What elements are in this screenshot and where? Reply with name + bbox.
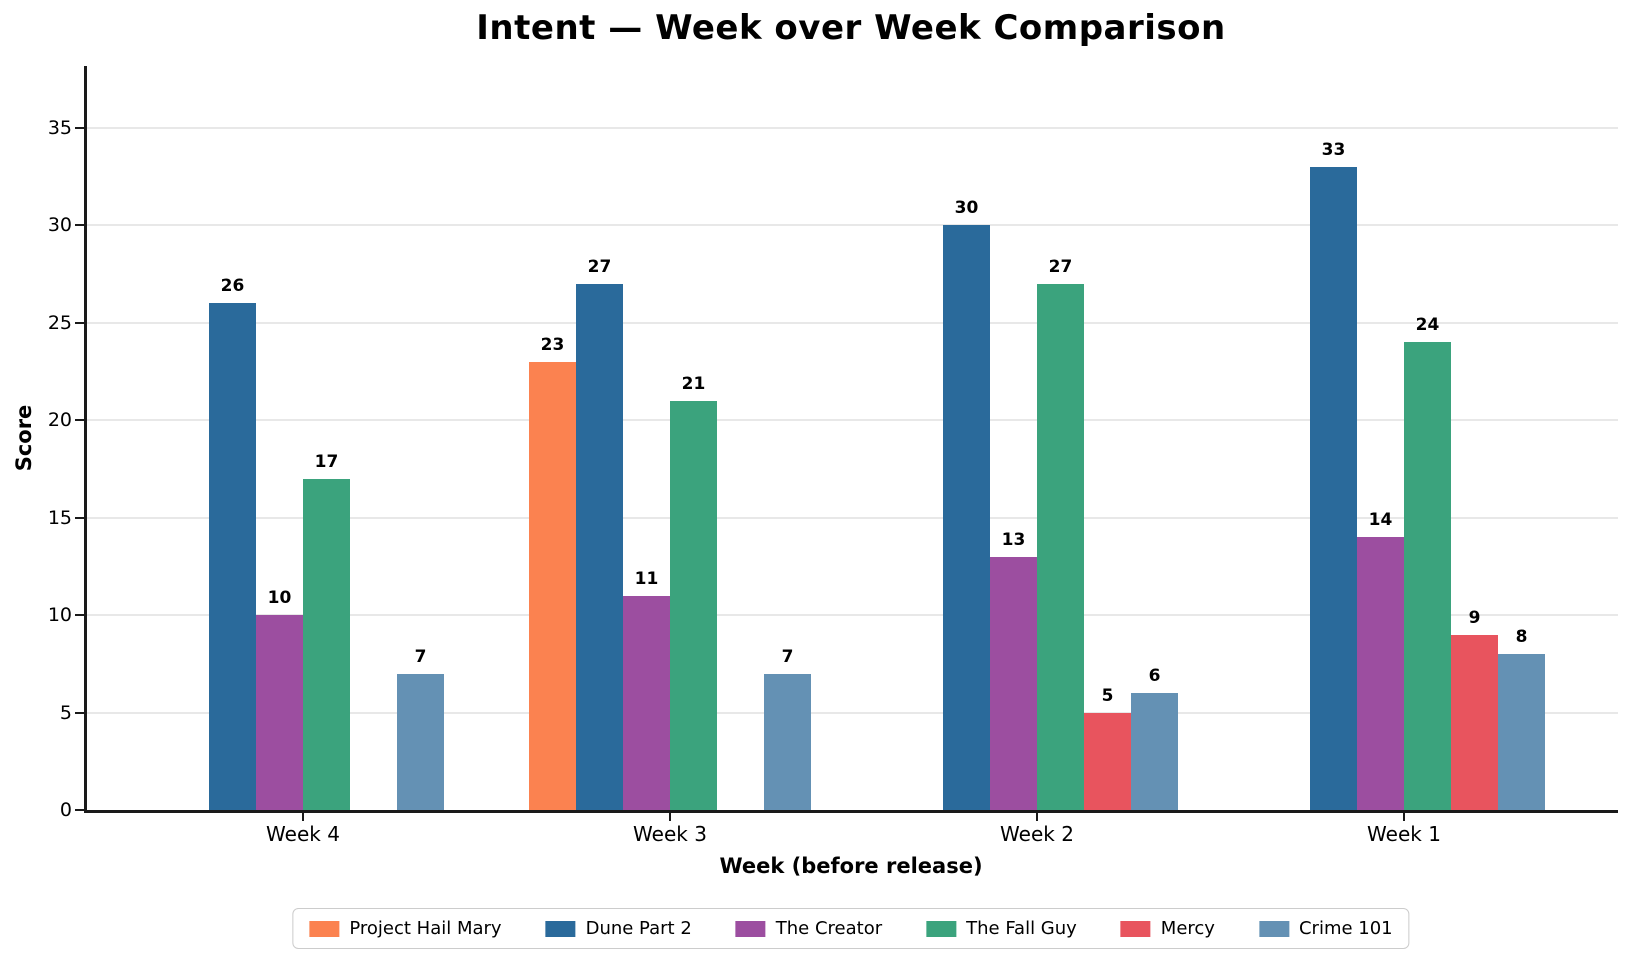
x-tick-label: Week 1 — [1367, 822, 1441, 846]
y-tick-label-15: 15 — [47, 506, 72, 529]
bar-value-label: 13 — [1001, 529, 1026, 550]
gridline-y-35 — [87, 126, 1618, 129]
x-axis-label: Week (before release) — [719, 854, 983, 878]
y-tick-mark-10 — [75, 614, 84, 616]
bar-value-label: 30 — [954, 198, 979, 218]
bar-value-label: 8 — [1515, 627, 1528, 647]
legend-swatch-icon — [545, 920, 576, 937]
y-tick-label-10: 10 — [47, 604, 72, 626]
legend: Project Hail Mary Dune Part 2 The Creator T… — [292, 908, 1410, 949]
x-tick-mark-1 — [302, 813, 304, 821]
bar — [209, 303, 256, 810]
x-tick-mark-3 — [1036, 813, 1038, 821]
bar — [256, 615, 303, 810]
bar-value-label: 7 — [414, 646, 427, 667]
bar-value-label: 11 — [634, 568, 659, 589]
gridline-y-30 — [87, 224, 1618, 226]
y-tick-mark-35 — [75, 126, 84, 129]
bar — [303, 478, 350, 810]
y-tick-label-30: 30 — [47, 214, 72, 236]
gridline-y-5 — [87, 711, 1618, 714]
bar-value-label: 5 — [1101, 685, 1114, 706]
bar-value-label: 27 — [587, 256, 612, 277]
x-tick-mark-2 — [669, 813, 671, 821]
y-tick-label-20: 20 — [47, 409, 72, 431]
legend-item: Dune Part 2 — [545, 918, 692, 939]
bar — [1357, 537, 1404, 810]
legend-item: The Creator — [735, 918, 883, 939]
bar — [1404, 342, 1451, 810]
bar-value-label: 14 — [1368, 510, 1393, 530]
x-tick-label: Week 4 — [266, 822, 340, 846]
bar-value-label: 33 — [1321, 139, 1346, 160]
x-tick-label: Week 3 — [633, 822, 707, 846]
y-tick-label-5: 5 — [59, 701, 72, 724]
legend-swatch-icon — [309, 920, 340, 937]
y-tick-mark-0 — [75, 809, 84, 811]
gridline-y-20 — [87, 419, 1618, 421]
y-tick-label-25: 25 — [47, 311, 72, 334]
bar — [623, 595, 670, 810]
legend-label: The Fall Guy — [966, 918, 1077, 939]
bar — [576, 283, 623, 810]
bar — [943, 225, 990, 810]
legend-item: Project Hail Mary — [309, 918, 502, 939]
bar — [1131, 693, 1178, 810]
legend-swatch-icon — [1120, 920, 1151, 937]
x-axis-line — [84, 810, 1618, 813]
bar-value-label: 24 — [1415, 315, 1440, 335]
bar — [1084, 712, 1131, 810]
bar — [1037, 283, 1084, 810]
y-tick-mark-20 — [75, 419, 84, 421]
bar-value-label: 7 — [781, 646, 794, 667]
legend-label: Crime 101 — [1298, 918, 1393, 939]
y-tick-label-0: 0 — [59, 799, 72, 821]
legend-label: Dune Part 2 — [585, 918, 692, 939]
x-tick-mark-4 — [1403, 813, 1405, 821]
y-tick-mark-25 — [75, 321, 84, 324]
legend-item: The Fall Guy — [926, 918, 1077, 939]
legend-item: Crime 101 — [1258, 918, 1393, 939]
legend-swatch-icon — [1258, 920, 1289, 937]
legend-swatch-icon — [735, 920, 766, 937]
bar-value-label: 26 — [220, 276, 245, 296]
bar-value-label: 21 — [681, 373, 706, 394]
y-tick-mark-5 — [75, 711, 84, 714]
bar-value-label: 27 — [1048, 256, 1073, 277]
bar — [670, 400, 717, 810]
legend-label: The Creator — [775, 918, 883, 939]
bar-value-label: 6 — [1148, 666, 1161, 686]
bar-value-label: 10 — [267, 588, 292, 608]
bar-value-label: 9 — [1468, 607, 1481, 628]
bar — [990, 556, 1037, 810]
bar — [397, 673, 444, 810]
bar — [1498, 654, 1545, 810]
x-tick-label: Week 2 — [1000, 822, 1074, 846]
y-axis-line — [84, 66, 87, 813]
gridline-y-25 — [87, 321, 1618, 324]
legend-swatch-icon — [926, 920, 957, 937]
gridline-y-15 — [87, 516, 1618, 519]
bar — [1310, 166, 1357, 810]
legend-label: Project Hail Mary — [349, 918, 502, 939]
y-tick-mark-30 — [75, 224, 84, 226]
bar — [1451, 634, 1498, 810]
legend-item: Mercy — [1120, 918, 1215, 939]
bar-value-label: 17 — [314, 451, 339, 472]
legend-label: Mercy — [1160, 918, 1215, 939]
y-tick-label-35: 35 — [47, 116, 72, 139]
y-tick-mark-15 — [75, 516, 84, 519]
chart-title: Intent — Week over Week Comparison — [476, 8, 1226, 48]
bar — [764, 673, 811, 810]
gridline-y-10 — [87, 614, 1618, 616]
bar — [529, 361, 576, 810]
bar-value-label: 23 — [540, 334, 565, 355]
